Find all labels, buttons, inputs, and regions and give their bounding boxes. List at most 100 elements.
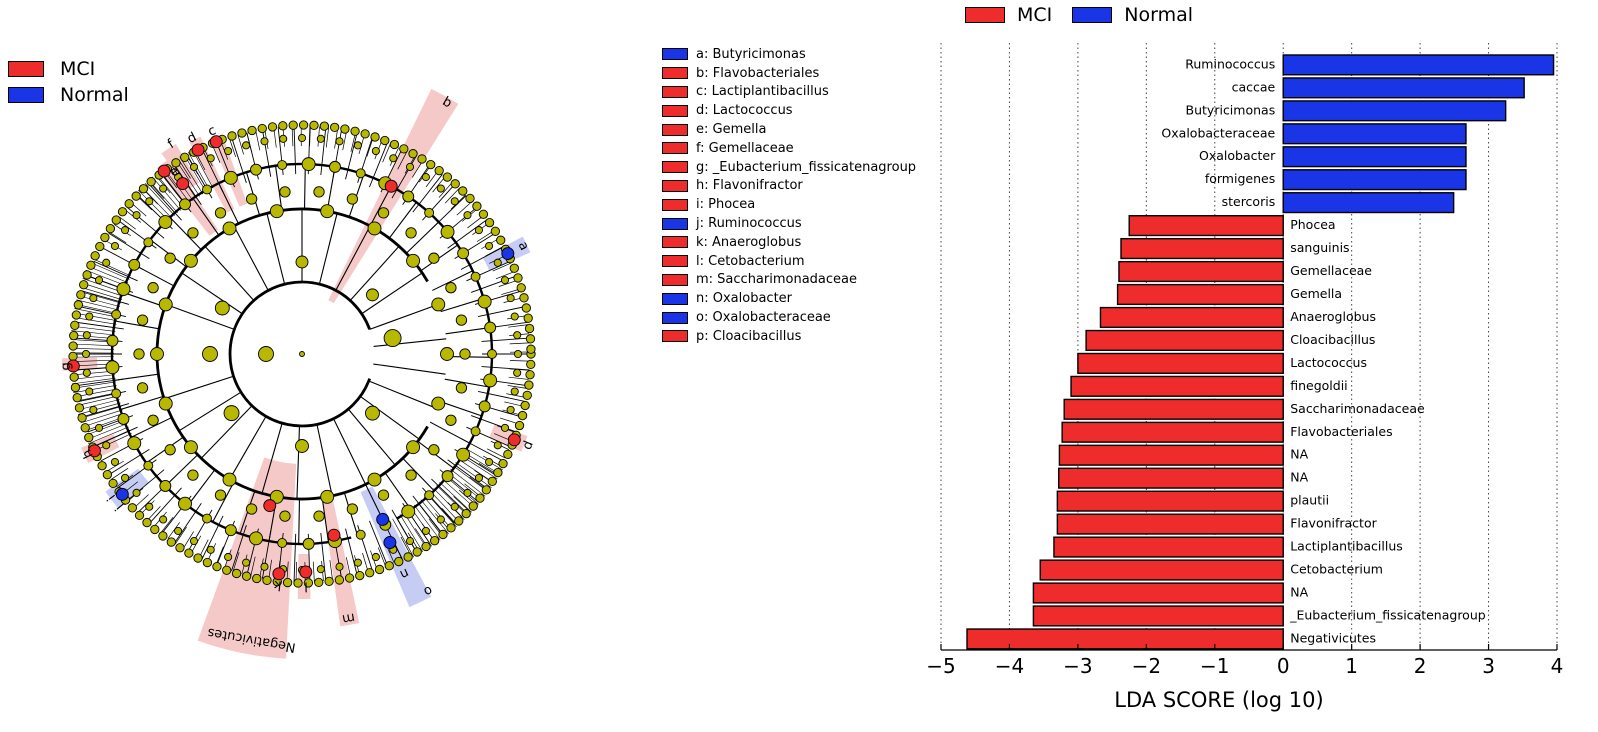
branch-line (438, 400, 482, 417)
clade-node (224, 552, 233, 562)
clade-node (344, 573, 355, 583)
clade-node (117, 413, 130, 425)
clade-node (76, 290, 86, 300)
key-label: c: Lactiplantibacillus (696, 84, 829, 100)
legend-item-normal: Normal (1072, 4, 1193, 26)
clade-node (224, 524, 237, 537)
clade-node (117, 207, 128, 217)
branch-line (412, 495, 443, 534)
clade-node (450, 197, 459, 206)
clade-node (108, 478, 118, 489)
normal-label: Normal (60, 84, 129, 106)
clade-node (520, 400, 530, 411)
branch-line (333, 418, 367, 485)
clade-node (412, 547, 422, 557)
clade-node (523, 313, 533, 323)
branch-line (106, 460, 124, 472)
clade-node (79, 280, 89, 290)
key-swatch (662, 311, 688, 324)
branch-line (71, 330, 115, 336)
clade-node (110, 241, 119, 251)
branch-line (455, 462, 492, 488)
bar (1070, 375, 1284, 397)
clade-node (288, 120, 298, 130)
clade-node (159, 184, 168, 193)
branch-line (167, 522, 181, 539)
clade-node (438, 529, 448, 540)
branch-line (427, 493, 457, 528)
branch-line (388, 201, 417, 239)
clade-node (127, 503, 138, 513)
clade-node (80, 423, 90, 433)
branch-line (382, 143, 391, 163)
bar (1128, 215, 1284, 237)
clade-node (445, 414, 457, 426)
clade-node (367, 221, 382, 236)
branch-line (460, 246, 504, 270)
clade-node (223, 405, 240, 422)
clade-node (403, 552, 413, 562)
bar (1282, 100, 1507, 122)
clade-node (132, 211, 141, 220)
clade-node (481, 485, 491, 495)
clade-node (138, 184, 149, 194)
clade-node (519, 293, 529, 303)
legend-item-mci: MCI (965, 4, 1052, 26)
branch-line (77, 402, 121, 415)
clade-node (346, 503, 359, 515)
clade-node (77, 413, 87, 423)
key-label: d: Lactococcus (696, 103, 793, 119)
branch-line (359, 395, 420, 440)
clade-node (477, 294, 492, 309)
clade-node (406, 253, 421, 268)
clade-node (376, 512, 390, 526)
clade-node (421, 173, 430, 182)
bar-label: Lactococcus (1290, 355, 1367, 370)
branch-line (74, 392, 119, 402)
branch-line (90, 257, 132, 277)
branch-line (405, 221, 440, 254)
key-swatch (662, 85, 688, 98)
clade-node (111, 309, 122, 320)
key-item: f: Gemellaceae (662, 139, 916, 158)
branch-line (432, 270, 474, 291)
clade-node (487, 349, 497, 359)
clade-node (106, 334, 119, 347)
clade-node (377, 207, 390, 219)
clade-node (517, 410, 528, 421)
branch-line (204, 245, 255, 301)
clade-node (498, 458, 508, 469)
key-swatch (662, 273, 688, 286)
clade-node (88, 444, 101, 458)
bar-label: NA (1290, 584, 1308, 599)
branch-line (377, 547, 386, 567)
clade-node (478, 400, 491, 413)
branch-line (71, 374, 116, 380)
x-axis-title: LDA SCORE (log 10) (1114, 688, 1323, 712)
clade-node (493, 258, 502, 267)
clade-node (95, 241, 105, 252)
branch-line (507, 385, 528, 389)
bar (1056, 490, 1284, 512)
clade-node (102, 470, 113, 480)
branch-line (74, 308, 118, 318)
clade-node (450, 502, 459, 511)
clade-highlight (156, 158, 219, 236)
branch-line (93, 260, 138, 282)
clade-node (134, 510, 145, 521)
clade-node (436, 184, 445, 193)
key-swatch (662, 48, 688, 61)
bar-label: NA (1290, 447, 1308, 462)
clade-node (405, 162, 415, 171)
clade-node (189, 537, 199, 546)
clade-node (428, 444, 440, 456)
branch-line (373, 363, 446, 375)
bar (1118, 260, 1284, 283)
clade-node (330, 122, 340, 132)
branch-line (174, 502, 202, 544)
branch-line (464, 447, 504, 471)
key-item: b: Flavobacteriales (662, 64, 916, 83)
key-swatch (662, 142, 688, 155)
clade-node (133, 348, 145, 360)
